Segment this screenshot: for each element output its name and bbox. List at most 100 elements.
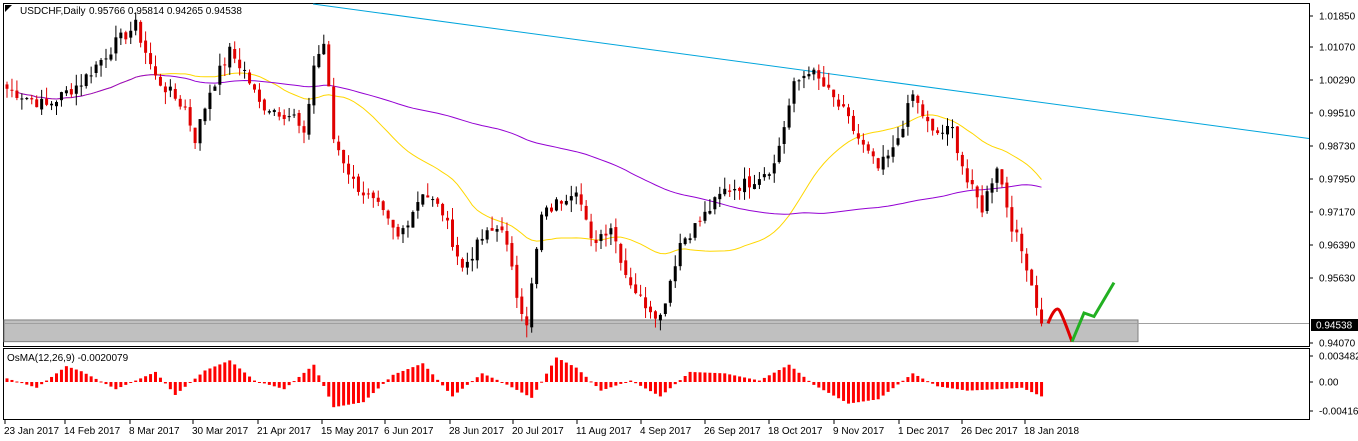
candle-body [10,89,14,91]
osma-bar [599,382,603,391]
osma-bar [396,372,400,382]
osma-bar [332,382,336,408]
osma-bar [856,382,860,403]
candle-body [50,103,54,106]
osma-bar [30,382,34,387]
candle-body [139,21,143,43]
osma-bar [193,378,197,382]
candle-body [757,179,761,185]
osma-bar [876,382,880,400]
candle-body [550,207,553,212]
candle-body [916,95,920,103]
candle-body [802,75,806,79]
candle-body [451,219,454,247]
osma-bar [559,360,563,382]
candle-body [361,192,365,196]
candle-body [500,226,504,231]
candle-body [673,266,677,282]
osma-bar [485,375,489,382]
osma-bar [871,382,875,400]
candle-body [782,127,786,144]
candle-body [208,92,212,109]
osma-bar [287,382,291,386]
osma-bar [347,382,351,405]
candle-body [188,107,192,126]
candle-body [787,105,791,128]
candle-body [946,125,949,135]
candle-body [1030,269,1034,286]
candle-body [342,149,346,164]
osma-bar [653,382,657,394]
osma-bar [134,380,138,382]
osma-bar [936,382,940,387]
candle-body [154,66,157,76]
osma-bar [713,372,717,382]
price-tick-label: 0.98730 [1319,142,1356,153]
candle-body [901,128,905,138]
support-zone [3,319,1139,343]
candle-body [614,227,618,242]
candle-body [965,168,969,183]
candle-body [129,30,133,38]
candle-body [381,201,385,211]
osma-bar [208,368,212,382]
osma-bar [149,374,153,382]
osma-bar [906,377,910,382]
osma-bar [272,382,276,387]
osma-bar [624,382,628,383]
candle-body [985,191,989,211]
candle-body [347,163,351,175]
osma-bar [965,382,969,391]
osma-bar [980,382,984,390]
osma-bar [802,376,806,382]
osma-bar [510,382,514,388]
osma-bar [154,371,157,382]
candle-body [74,85,78,94]
osma-bar [35,382,39,388]
candle-body [822,77,826,87]
osma-bar [629,380,633,382]
candle-body [569,196,573,201]
osma-bar [455,382,459,393]
price-axis: 1.01850 1.01070 1.00290 0.99510 0.98730 0.979… [1309,12,1356,350]
osma-bar [45,380,49,382]
price-tick-label: 1.01850 [1319,12,1356,23]
current-price-label: 0.94538 [1316,321,1353,332]
osma-bar [401,370,405,382]
osma-bar [767,375,771,382]
osma-bar [470,381,474,383]
osma-bar [114,382,118,390]
candle-body [292,114,296,116]
osma-bar [688,371,692,382]
candle-body [366,193,370,195]
osma-bar [178,382,182,391]
osma-bar [203,370,207,382]
candle-body [703,211,707,221]
candle-body [198,119,202,144]
candle-body [287,116,291,118]
candle-body [520,296,524,314]
candle-body [104,58,108,60]
osma-bar [1000,382,1004,389]
candle-body [1020,233,1024,252]
osma-bar [901,380,905,382]
osma-bar [718,373,722,382]
candle-body [856,133,860,139]
osma-bar [99,381,103,383]
moving-average-layer [16,72,1042,255]
candle-body [40,98,44,110]
candle-body [233,49,237,59]
osma-bar [238,368,242,382]
osma-bar [723,373,727,382]
candle-body [337,141,341,151]
candle-body [84,74,88,87]
candle-body [941,132,945,134]
candle-body [238,59,242,69]
candle-body [634,284,638,294]
candle-body [525,316,529,326]
osma-bar [490,377,494,382]
candle-body [851,115,855,131]
candle-body [832,89,836,98]
candle-body [807,74,811,77]
osma-bar [129,382,133,383]
